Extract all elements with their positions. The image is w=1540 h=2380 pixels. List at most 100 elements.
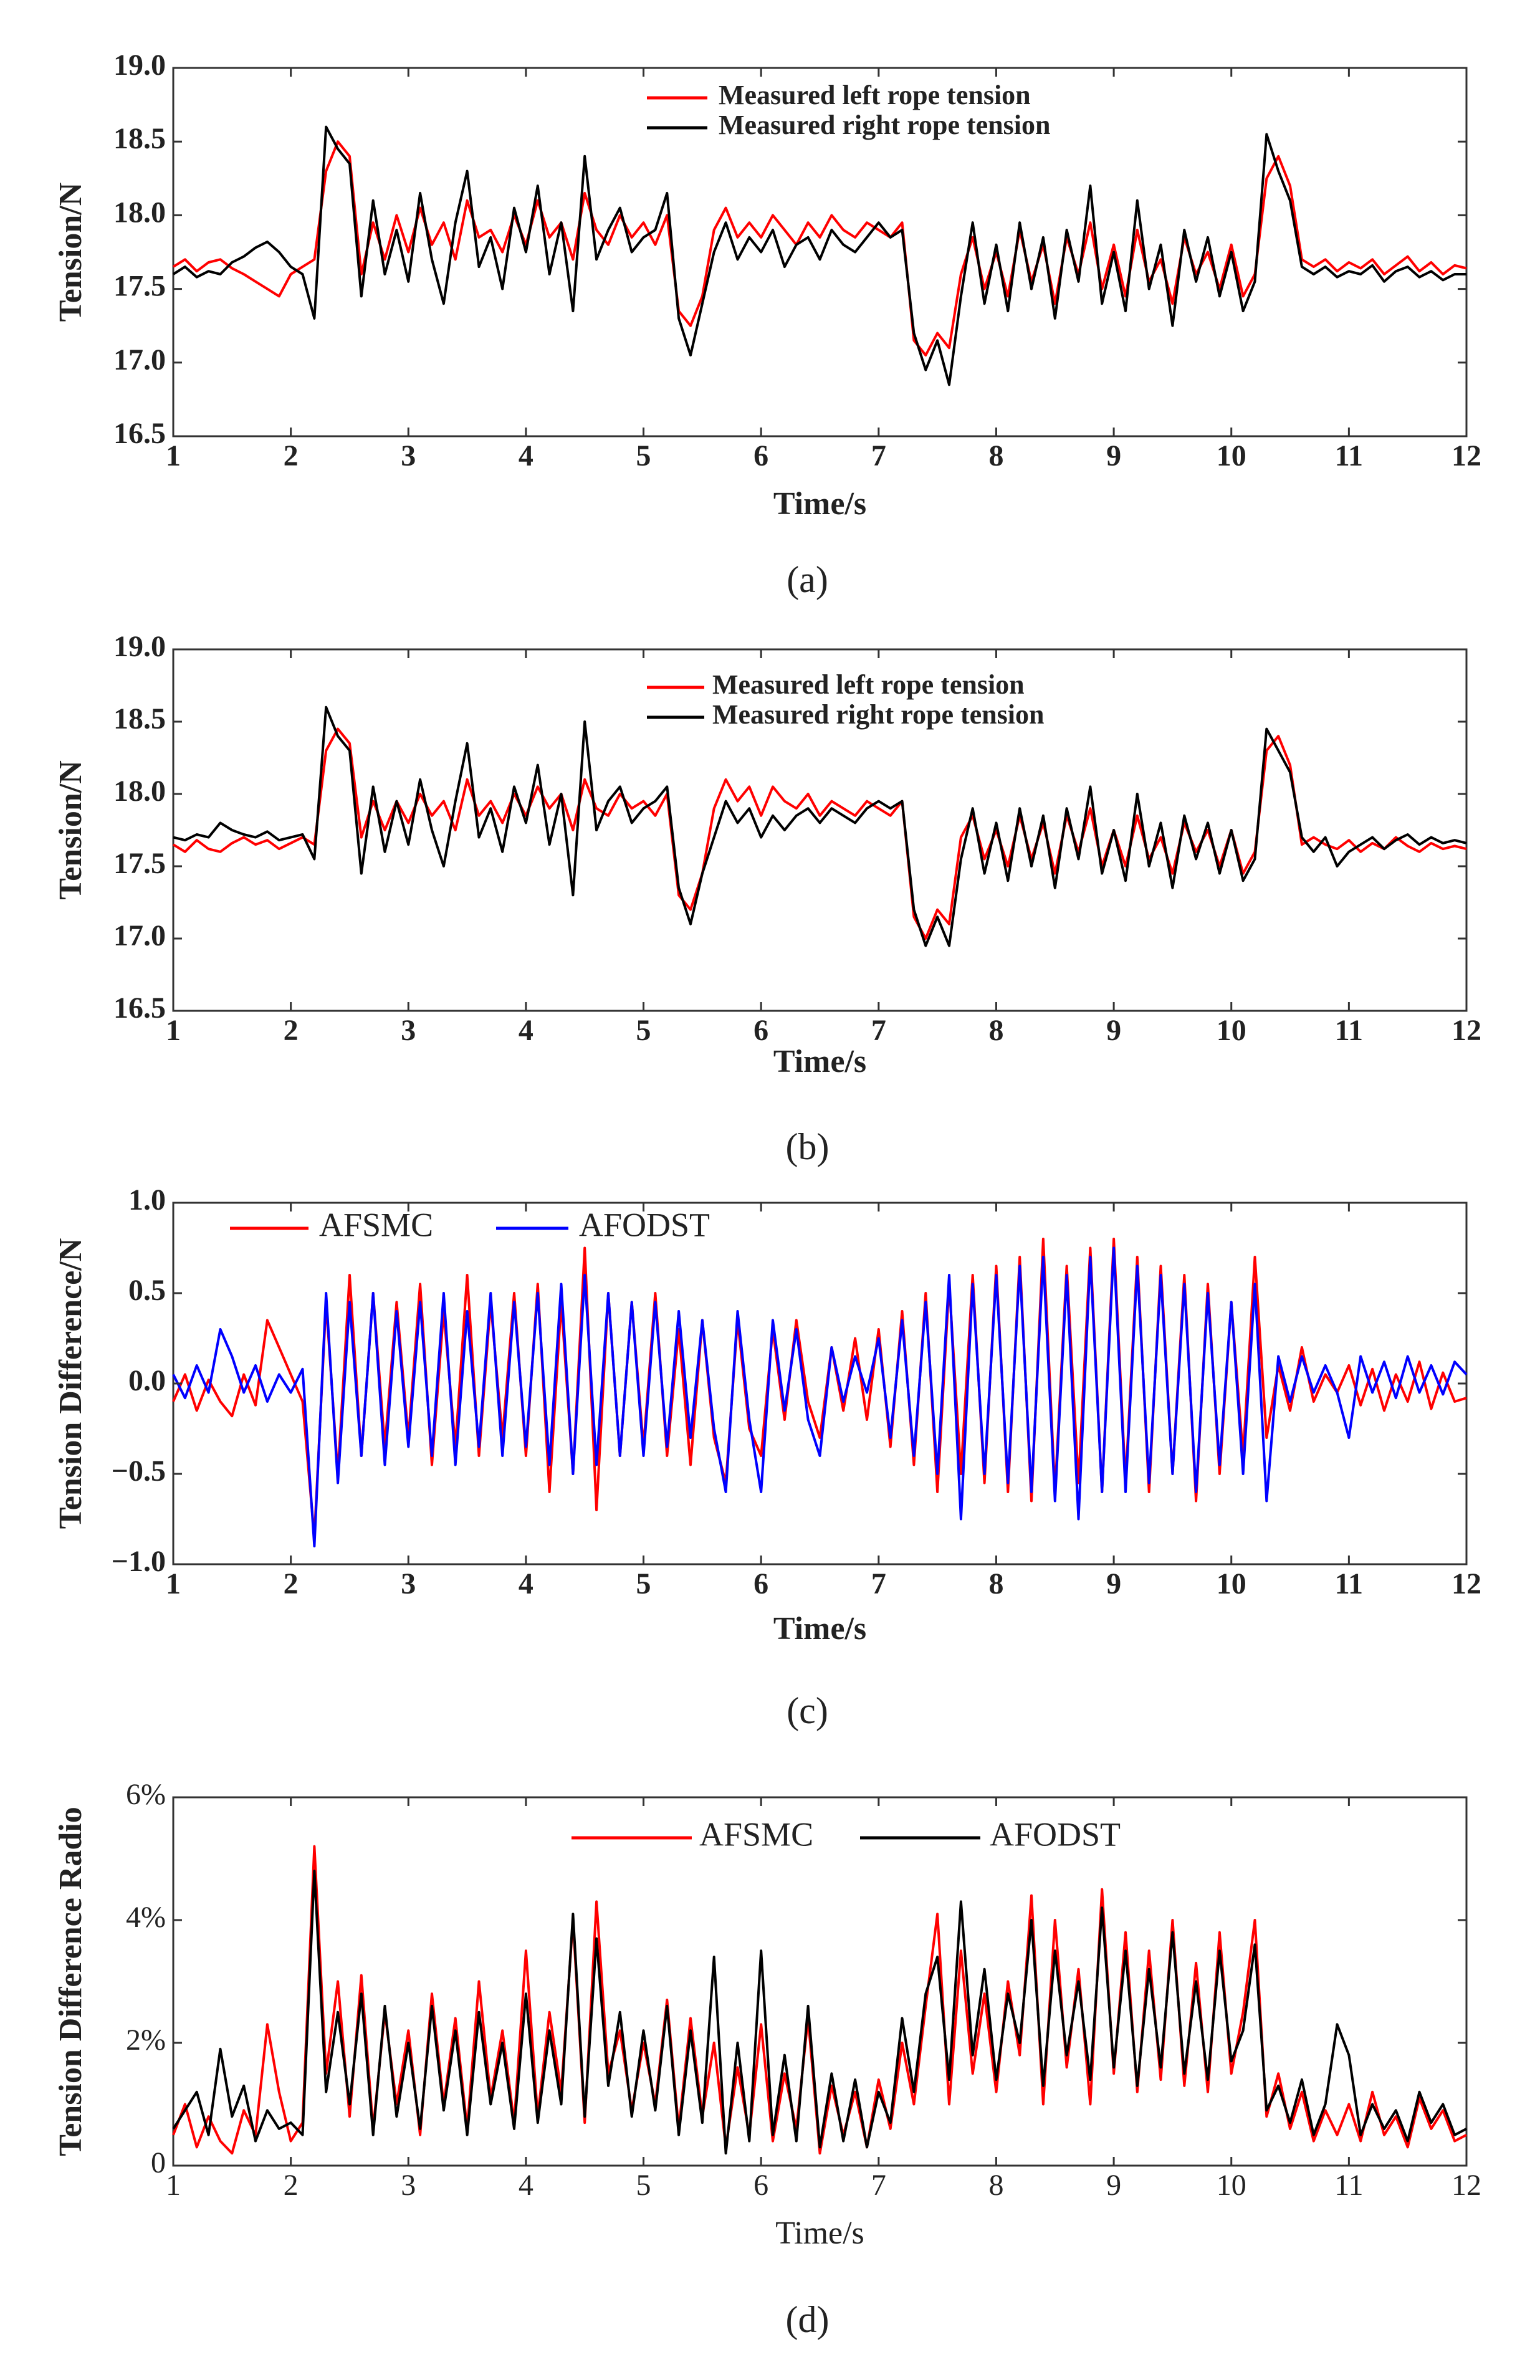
x-tick-label: 10 xyxy=(1217,1567,1246,1600)
x-tick-label: 6 xyxy=(753,1014,768,1047)
x-tick-label: 8 xyxy=(988,2169,1003,2202)
legend-label: Measured right rope tension xyxy=(719,110,1050,140)
y-tick-label: 2% xyxy=(126,2024,166,2057)
data-line xyxy=(172,125,1466,386)
x-tick-label: 3 xyxy=(401,1014,416,1047)
x-tick-label: 11 xyxy=(1335,1014,1363,1047)
x-tick-label: 6 xyxy=(753,2169,768,2202)
y-tick-label: 16.5 xyxy=(113,992,166,1025)
x-tick-label: 5 xyxy=(636,1014,651,1047)
x-tick-label: 10 xyxy=(1217,2169,1246,2202)
x-tick-label: 3 xyxy=(401,2169,416,2202)
y-tick-label: 17.5 xyxy=(113,847,166,880)
x-tick-label: 1 xyxy=(166,1567,181,1600)
y-tick-label: 6% xyxy=(126,1778,166,1811)
x-tick-label: 4 xyxy=(519,2169,533,2202)
plot-frame xyxy=(172,648,1468,1012)
x-tick-label: 11 xyxy=(1334,2169,1363,2202)
x-tick-label: 12 xyxy=(1452,439,1481,472)
x-tick-label: 10 xyxy=(1217,1014,1246,1047)
x-tick-label: 8 xyxy=(988,1014,1003,1047)
x-tick-label: 7 xyxy=(871,2169,886,2202)
y-tick-label: 0 xyxy=(151,2146,166,2179)
x-tick-label: 7 xyxy=(871,1567,886,1600)
legend-label: AFSMC xyxy=(699,1815,813,1853)
y-tick-label: 19.0 xyxy=(113,630,166,663)
panel-caption: (c) xyxy=(787,1690,828,1731)
x-tick-label: 12 xyxy=(1452,1014,1481,1047)
y-tick-label: 17.0 xyxy=(113,919,166,952)
plot-frame xyxy=(172,1796,1468,2167)
y-tick-label: −1.0 xyxy=(112,1545,166,1578)
panel-caption: (a) xyxy=(787,559,828,600)
x-tick-label: 10 xyxy=(1217,439,1246,472)
x-tick-label: 6 xyxy=(753,439,768,472)
x-tick-label: 7 xyxy=(871,1014,886,1047)
x-tick-label: 8 xyxy=(988,439,1003,472)
data-line xyxy=(172,1246,1468,1547)
x-tick-label: 1 xyxy=(166,2169,181,2202)
x-axis-label: Time/s xyxy=(773,1044,866,1079)
x-tick-label: 8 xyxy=(988,1567,1003,1600)
data-line xyxy=(172,727,1467,940)
x-tick-label: 2 xyxy=(284,2169,299,2202)
y-tick-label: 18.5 xyxy=(113,122,166,155)
x-tick-label: 5 xyxy=(636,439,651,472)
x-tick-label: 9 xyxy=(1106,1014,1121,1047)
y-tick-label: 0.0 xyxy=(128,1364,166,1397)
x-tick-label: 9 xyxy=(1106,439,1121,472)
x-axis-label: Time/s xyxy=(775,2215,864,2251)
x-tick-label: 4 xyxy=(519,1014,533,1047)
y-tick-label: 19.0 xyxy=(113,49,166,82)
y-tick-label: 17.0 xyxy=(113,343,166,376)
panel-caption: (d) xyxy=(786,2299,830,2340)
x-axis-label: Time/s xyxy=(773,486,866,522)
plot-frame xyxy=(172,67,1468,437)
x-tick-label: 2 xyxy=(284,1014,299,1047)
y-tick-label: 4% xyxy=(126,1901,166,1934)
x-tick-label: 1 xyxy=(166,439,181,472)
legend-label: Measured right rope tension xyxy=(712,699,1044,730)
y-tick-label: 17.5 xyxy=(113,270,166,303)
x-tick-label: 6 xyxy=(753,1567,768,1600)
x-tick-label: 1 xyxy=(166,1014,181,1047)
x-tick-label: 11 xyxy=(1335,439,1363,472)
y-tick-label: 1.0 xyxy=(128,1183,166,1216)
y-axis-label: Tension Difference Radio xyxy=(53,1807,88,2156)
x-tick-label: 12 xyxy=(1452,2169,1481,2202)
legend-label: AFSMC xyxy=(319,1206,433,1243)
legend-label: Measured left rope tension xyxy=(719,80,1031,110)
x-tick-label: 9 xyxy=(1106,1567,1121,1600)
x-tick-label: 3 xyxy=(401,439,416,472)
x-tick-label: 4 xyxy=(519,1567,533,1600)
y-tick-label: −0.5 xyxy=(112,1455,166,1488)
x-tick-label: 12 xyxy=(1452,1567,1481,1600)
y-tick-label: 0.5 xyxy=(128,1274,166,1307)
data-line xyxy=(172,140,1467,356)
x-tick-label: 3 xyxy=(401,1567,416,1600)
x-tick-label: 11 xyxy=(1335,1567,1363,1600)
legend-label: Measured left rope tension xyxy=(712,669,1025,700)
y-axis-label: Tension Difference/N xyxy=(53,1238,88,1529)
y-tick-label: 18.0 xyxy=(113,196,166,229)
y-tick-label: 18.5 xyxy=(113,702,166,735)
data-line xyxy=(172,1870,1467,2155)
y-tick-label: 16.5 xyxy=(113,417,166,450)
x-tick-label: 9 xyxy=(1106,2169,1121,2202)
x-tick-label: 7 xyxy=(871,439,886,472)
data-line xyxy=(172,1845,1467,2155)
y-tick-label: 18.0 xyxy=(113,775,166,808)
panel-caption: (b) xyxy=(786,1126,830,1167)
legend-label: AFODST xyxy=(579,1206,710,1243)
x-axis-label: Time/s xyxy=(773,1611,866,1646)
x-tick-label: 5 xyxy=(636,1567,651,1600)
x-tick-label: 2 xyxy=(284,1567,299,1600)
x-tick-label: 4 xyxy=(519,439,533,472)
data-line xyxy=(173,705,1467,947)
y-axis-label: Tension/N xyxy=(53,760,88,900)
x-tick-label: 5 xyxy=(636,2169,651,2202)
legend-label: AFODST xyxy=(990,1815,1121,1853)
x-tick-label: 2 xyxy=(284,439,299,472)
